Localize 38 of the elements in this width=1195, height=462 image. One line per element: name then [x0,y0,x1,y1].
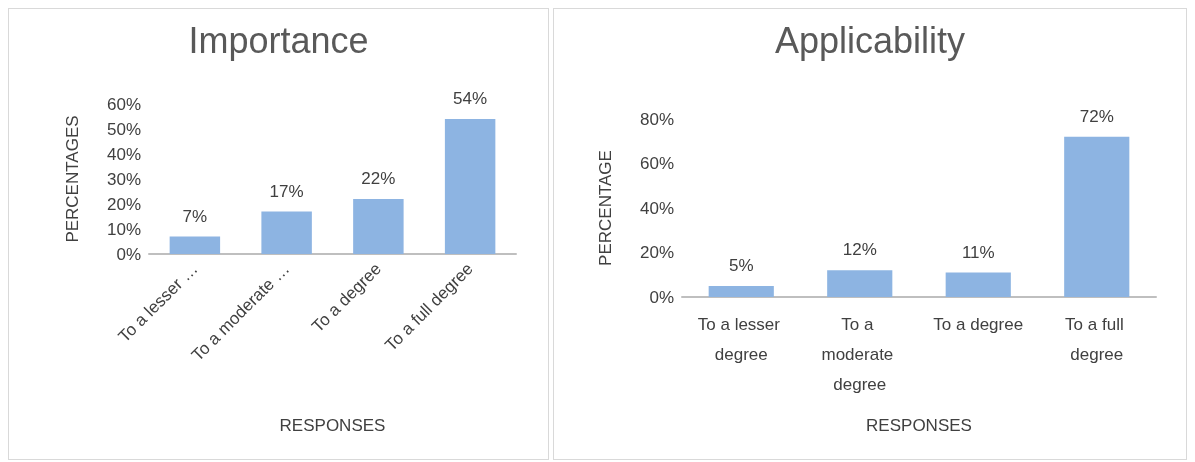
data-label: 72% [1079,106,1114,126]
x-tick-label: To a lesser degree [697,314,785,364]
y-tick-label: 80% [639,109,674,129]
data-label: 7% [182,206,208,226]
x-tick-label: To a full degree [1065,314,1129,364]
y-tick-label: 10% [106,219,141,239]
bar [353,199,404,254]
data-label: 54% [453,89,488,108]
bar [708,285,774,297]
y-tick-label: 60% [106,94,141,114]
bar [945,272,1011,297]
bar [1064,136,1130,297]
y-tick-label: 0% [116,244,141,264]
x-tick-label: To a moderate degree [821,314,899,394]
y-tick-label: 50% [106,119,141,139]
chart-title: Applicability [774,19,966,61]
y-tick-label: 20% [639,243,674,262]
y-tick-label: 60% [639,154,674,173]
y-tick-label: 0% [649,287,674,307]
y-tick-label: 30% [106,169,141,189]
bar [827,270,893,297]
data-label: 22% [361,169,396,188]
x-tick-label: To a degree [933,314,1024,334]
data-label: 11% [961,242,995,262]
bar [261,211,312,254]
y-tick-label: 20% [106,194,141,214]
bar [169,236,221,254]
chart-title: Importance [188,19,369,61]
data-label: 5% [728,255,754,275]
y-tick-label: 40% [639,198,674,218]
y-tick-label: 40% [106,144,141,164]
data-label: 12% [842,240,877,260]
y-axis-title: PERCENTAGE [596,150,615,266]
data-label: 17% [269,181,304,201]
x-axis-title: RESPONSES [279,416,386,435]
x-axis-title: RESPONSES [866,416,972,435]
bar [444,119,496,254]
y-axis-title: PERCENTAGES [63,115,82,243]
